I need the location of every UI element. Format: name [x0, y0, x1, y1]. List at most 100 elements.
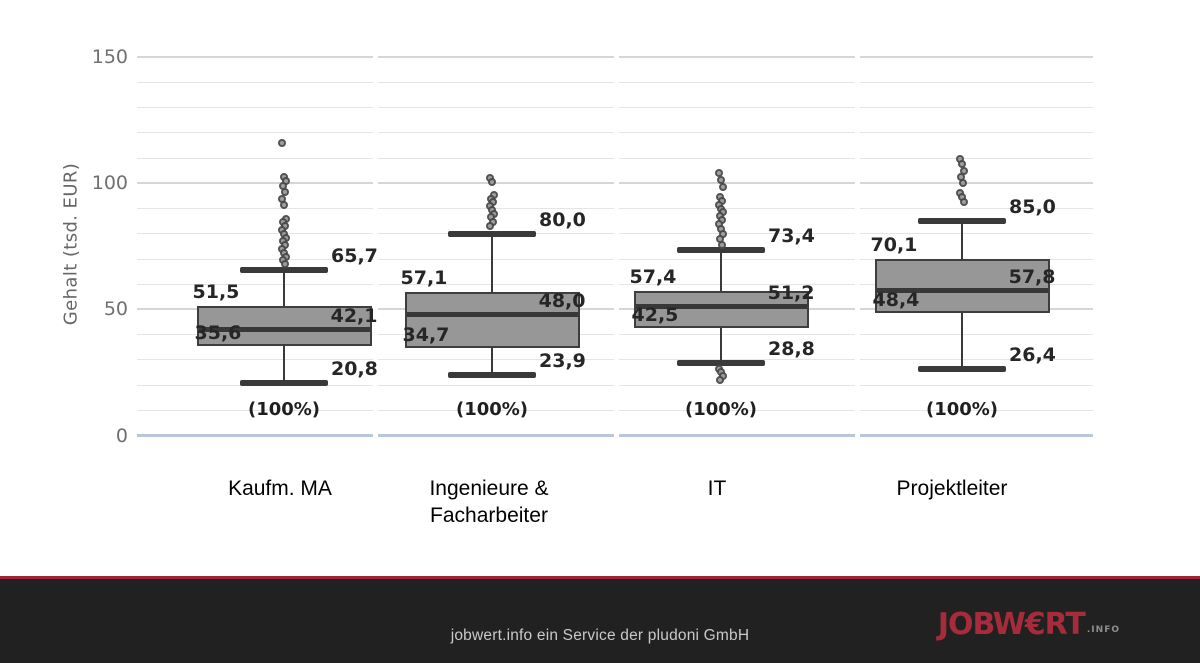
category-label: IT — [707, 477, 727, 500]
label-whisker-high: 80,0 — [539, 208, 586, 231]
boxplot-chart: Gehalt (tsd. EUR) 150 100 50 0 65,7 20,8 51,5 3… — [60, 46, 1093, 527]
gridline-minor — [860, 157, 1093, 159]
gridline-minor — [378, 157, 614, 159]
gridline-minor — [860, 359, 1093, 361]
gridline-minor — [860, 132, 1093, 134]
gridline-minor — [860, 107, 1093, 109]
axis-baseline — [619, 434, 855, 437]
footer-bar: jobwert.info ein Service der pludoni Gmb… — [0, 579, 1200, 663]
gridline-minor — [619, 157, 855, 159]
whisker-cap — [918, 218, 1006, 225]
gridline-minor — [619, 107, 855, 109]
y-tick-label: 0 — [115, 424, 128, 447]
label-q3: 57,4 — [629, 265, 677, 288]
gridline-minor — [619, 334, 855, 336]
gridline-minor — [619, 82, 855, 84]
sample-percent-label: (100%) — [684, 399, 758, 420]
gridline-minor — [619, 283, 855, 285]
gridline-minor — [137, 409, 373, 411]
gridline-minor — [860, 384, 1093, 386]
category-label: Projektleiter — [896, 477, 1008, 500]
label-whisker-high: 65,7 — [331, 244, 378, 267]
median-line — [876, 287, 1048, 293]
gridline-minor — [137, 258, 373, 260]
label-whisker-high: 85,0 — [1009, 196, 1056, 219]
label-median: 48,0 — [538, 290, 586, 313]
median-line — [635, 304, 807, 310]
gridline-minor — [137, 132, 373, 134]
gridline-minor — [137, 107, 373, 109]
gridline-major — [137, 56, 373, 59]
whisker-cap — [677, 247, 765, 254]
gridline-minor — [137, 208, 373, 210]
gridline-minor — [619, 258, 855, 260]
box — [874, 258, 1050, 314]
label-whisker-low: 20,8 — [331, 358, 378, 381]
gridline-major — [619, 56, 855, 59]
category-label: Facharbeiter — [430, 504, 548, 527]
gridline-minor — [378, 283, 614, 285]
gridline-major — [860, 56, 1093, 59]
box — [196, 305, 372, 346]
label-whisker-low: 28,8 — [768, 337, 815, 360]
whisker-cap — [240, 266, 328, 273]
gridline-minor — [619, 208, 855, 210]
label-median: 57,8 — [1008, 265, 1056, 288]
category-label: Kaufm. MA — [228, 477, 332, 500]
box — [404, 291, 580, 349]
gridline-minor — [137, 283, 373, 285]
whisker-cap — [240, 380, 328, 387]
gridline-minor — [137, 157, 373, 159]
gridline-major — [378, 56, 614, 59]
gridline-minor — [619, 132, 855, 134]
label-whisker-low: 26,4 — [1009, 343, 1056, 366]
category-label: Ingenieure & — [429, 477, 549, 500]
gridline-major — [137, 182, 373, 185]
outlier-dot — [719, 183, 727, 192]
label-q3: 57,1 — [400, 266, 448, 289]
label-median: 51,2 — [767, 282, 815, 305]
gridline-major — [860, 182, 1093, 185]
label-q1: 35,6 — [194, 321, 242, 344]
gridline-minor — [378, 132, 614, 134]
sample-percent-label: (100%) — [925, 399, 999, 420]
gridline-minor — [860, 334, 1093, 336]
y-tick-label: 150 — [91, 46, 128, 69]
jobwert-logo: JOBW€RT .INFO — [938, 607, 1120, 642]
label-whisker-high: 73,4 — [768, 225, 815, 248]
label-q1: 34,7 — [402, 324, 450, 347]
gridline-minor — [619, 409, 855, 411]
gridline-minor — [860, 82, 1093, 84]
gridline-minor — [619, 359, 855, 361]
axis-baseline — [860, 434, 1093, 437]
whisker-cap — [448, 230, 536, 237]
whisker-cap — [677, 359, 765, 366]
label-q1: 48,4 — [872, 289, 920, 312]
outlier-dot — [280, 200, 288, 209]
gridline-minor — [378, 359, 614, 361]
gridline-minor — [619, 384, 855, 386]
label-q1: 42,5 — [631, 304, 679, 327]
label-whisker-low: 23,9 — [539, 350, 586, 373]
axis-baseline — [378, 434, 614, 437]
y-tick-label: 100 — [91, 172, 128, 195]
outlier-dot — [486, 222, 494, 231]
box — [633, 290, 809, 329]
gridline-minor — [860, 409, 1093, 411]
gridline-minor — [378, 82, 614, 84]
gridline-minor — [860, 208, 1093, 210]
axis-baseline — [137, 434, 373, 437]
gridline-minor — [378, 107, 614, 109]
footer-caption: jobwert.info ein Service der pludoni Gmb… — [450, 627, 750, 644]
whisker-cap — [918, 365, 1006, 372]
outlier-dot — [960, 198, 968, 207]
gridline-minor — [378, 258, 614, 260]
gridline-minor — [860, 233, 1093, 235]
gridline-minor — [137, 233, 373, 235]
outlier-dot — [717, 175, 725, 184]
sample-percent-label: (100%) — [455, 399, 529, 420]
jobwert-logo-suffix: .INFO — [1086, 625, 1120, 635]
gridline-minor — [378, 208, 614, 210]
footer-accent-line — [0, 576, 1200, 579]
outlier-dot — [278, 139, 286, 148]
